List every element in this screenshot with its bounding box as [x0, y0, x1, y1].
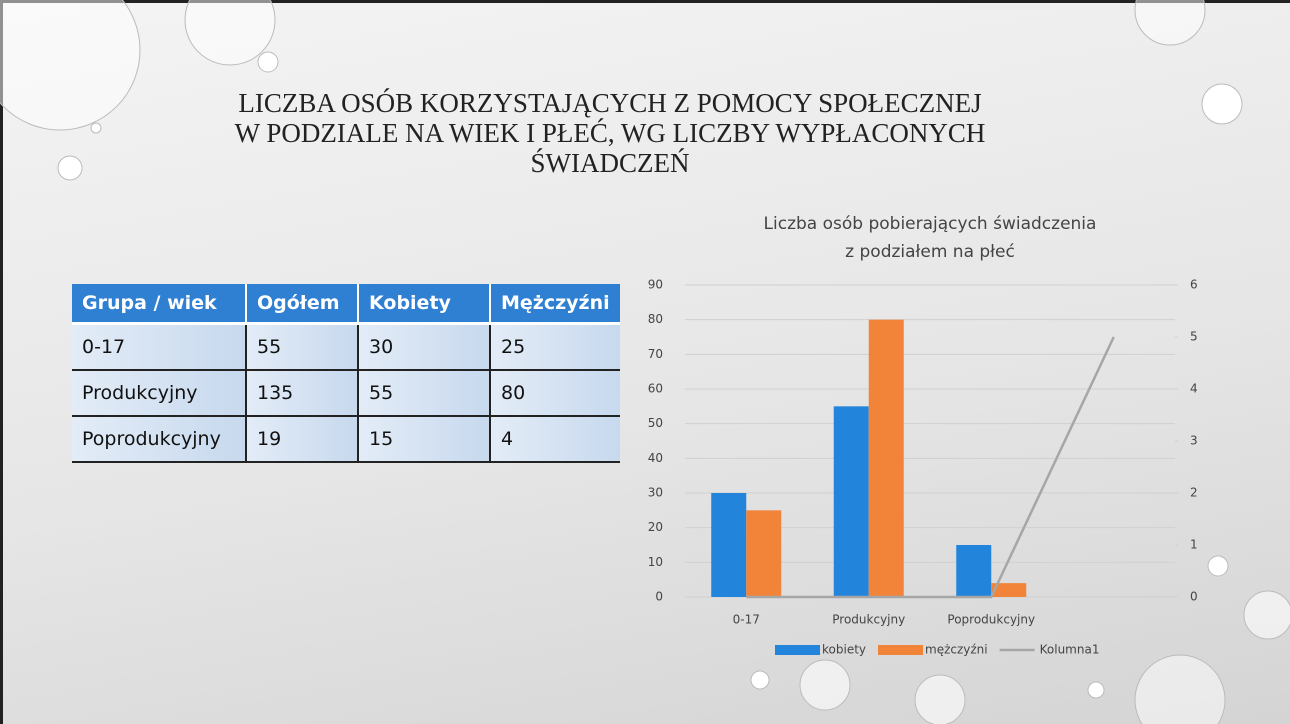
- legend-label: mężczyźni: [925, 643, 988, 657]
- y2-tick-label: 3: [1190, 434, 1198, 448]
- table-cell: 0-17: [72, 323, 247, 371]
- table-cell: 55: [246, 323, 359, 371]
- table-cell: Produkcyjny: [72, 370, 247, 417]
- legend-label: kobiety: [822, 643, 866, 657]
- bar: [956, 545, 992, 597]
- table-cell: 30: [358, 323, 491, 371]
- bar: [868, 319, 904, 597]
- table-row: Produkcyjny 135 55 80: [72, 370, 620, 417]
- title-line: W PODZIALE NA WIEK I PŁEĆ, WG LICZBY WYP…: [234, 118, 986, 148]
- y-tick-label: 80: [648, 312, 663, 326]
- table-cell: 4: [490, 416, 620, 463]
- y2-tick-label: 0: [1190, 590, 1198, 604]
- y2-tick-label: 5: [1190, 330, 1198, 344]
- column-header: Kobiety: [358, 284, 491, 325]
- table-cell: 19: [246, 416, 359, 463]
- column-header: Grupa / wiek: [72, 284, 247, 325]
- table-cell: Poprodukcyjny: [72, 416, 247, 463]
- bar: [746, 510, 782, 597]
- legend-swatch: [878, 645, 924, 655]
- bar: [833, 406, 869, 597]
- table-row: 0-17 55 30 25: [72, 323, 620, 371]
- x-tick-label: Produkcyjny: [832, 613, 905, 627]
- header-row: Grupa / wiek Ogółem Kobiety Mężczyźni: [72, 284, 620, 325]
- y-tick-label: 30: [648, 486, 663, 500]
- title-line: ŚWIADCZEŃ: [530, 148, 690, 178]
- y2-tick-label: 2: [1190, 486, 1198, 500]
- table-cell: 15: [358, 416, 491, 463]
- data-table: Grupa / wiek Ogółem Kobiety Mężczyźni 0-…: [72, 284, 620, 463]
- y-tick-label: 40: [648, 451, 663, 465]
- legend-label: Kolumna1: [1040, 643, 1100, 657]
- legend-swatch: [775, 645, 820, 655]
- table-cell: 80: [490, 370, 620, 417]
- y-tick-label: 70: [648, 347, 663, 361]
- title-line: LICZBA OSÓB KORZYSTAJĄCYCH Z POMOCY SPOŁ…: [238, 88, 982, 118]
- y-tick-label: 20: [648, 520, 663, 534]
- table-cell: 135: [246, 370, 359, 417]
- y-tick-label: 50: [648, 416, 663, 430]
- y-tick-label: 0: [655, 590, 663, 604]
- table-row: Poprodukcyjny 19 15 4: [72, 416, 620, 463]
- y-tick-label: 90: [648, 278, 663, 292]
- line: [746, 336, 1115, 599]
- y-tick-label: 60: [648, 382, 663, 396]
- y-tick-label: 10: [648, 555, 663, 569]
- slide-title: LICZBA OSÓB KORZYSTAJĄCYCH Z POMOCY SPOŁ…: [100, 88, 1120, 178]
- table-cell: 25: [490, 323, 620, 371]
- column-header: Mężczyźni: [490, 284, 620, 325]
- table-body: 0-17 55 30 25 Produkcyjny 135 55 80 Poprodukcyjn…: [72, 323, 620, 463]
- table-cell: 55: [358, 370, 491, 417]
- x-tick-label: Poprodukcyjny: [947, 613, 1035, 627]
- bar: [991, 583, 1027, 597]
- chart-title: Liczba osób pobierających świadczenia: [764, 214, 1097, 234]
- chart-title: z podziałem na płeć: [845, 242, 1015, 262]
- column-header: Ogółem: [246, 284, 359, 325]
- x-tick-label: 0-17: [733, 613, 760, 627]
- y2-tick-label: 1: [1190, 538, 1198, 552]
- bar: [711, 493, 747, 597]
- y2-tick-label: 6: [1190, 278, 1198, 292]
- y2-tick-label: 4: [1190, 382, 1198, 396]
